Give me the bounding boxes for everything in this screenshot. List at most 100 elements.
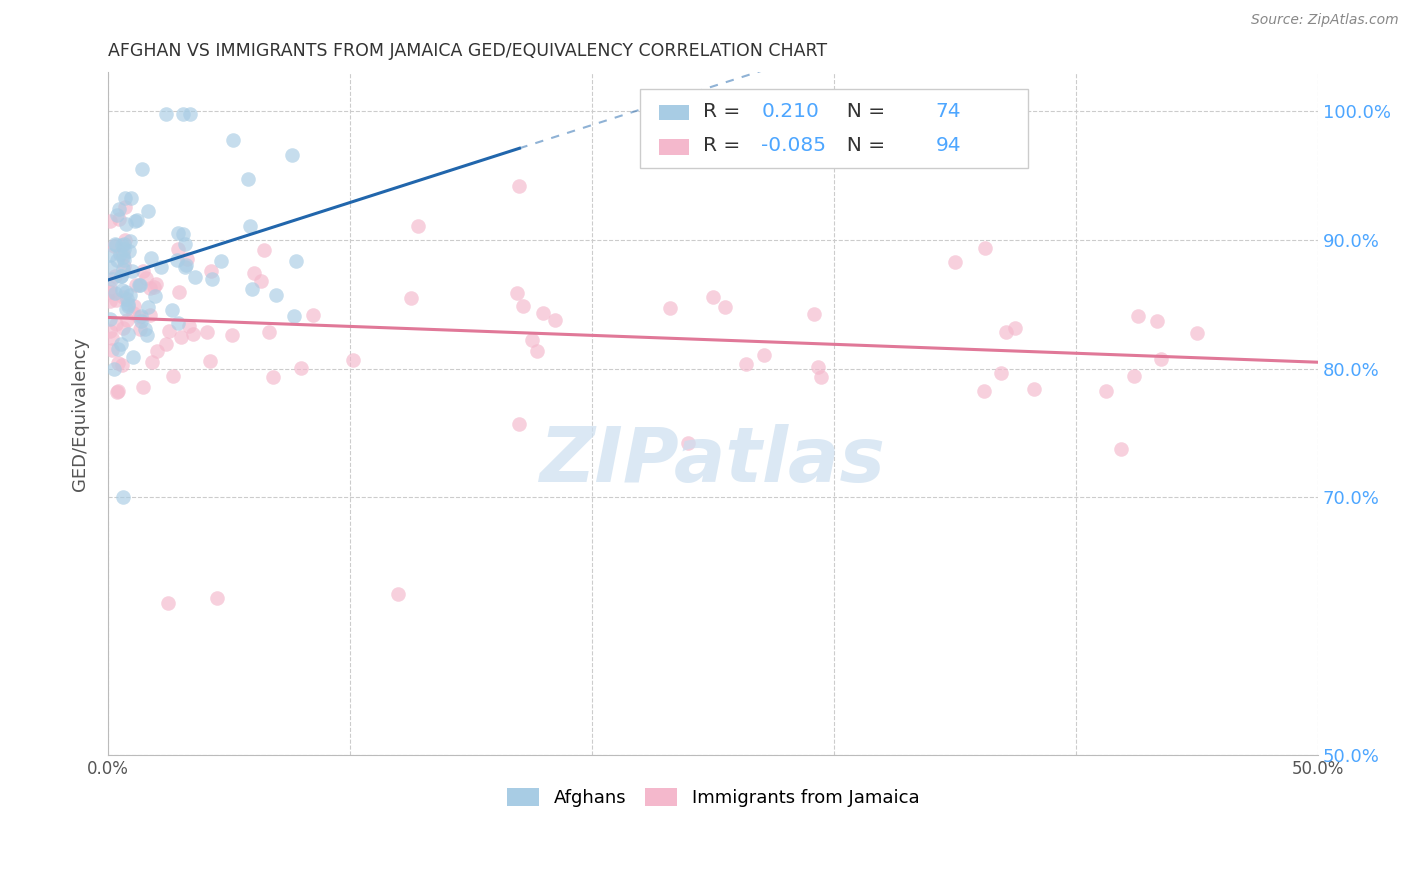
Point bbox=[104, 293, 127, 308]
Point bbox=[103, 362, 125, 376]
Point bbox=[1024, 382, 1046, 396]
Point bbox=[172, 227, 194, 241]
Point bbox=[100, 324, 122, 338]
Point bbox=[120, 287, 142, 301]
Point bbox=[143, 289, 166, 303]
Point bbox=[198, 354, 221, 368]
Point bbox=[209, 254, 232, 268]
Point bbox=[943, 255, 966, 269]
Point bbox=[995, 325, 1018, 339]
Point bbox=[112, 242, 135, 256]
Point bbox=[1095, 384, 1118, 399]
Point bbox=[264, 288, 287, 302]
Point bbox=[406, 219, 429, 234]
Point bbox=[129, 322, 152, 336]
Point bbox=[141, 354, 163, 368]
Point bbox=[714, 300, 737, 314]
Point bbox=[100, 294, 122, 309]
Point bbox=[166, 316, 188, 330]
Point bbox=[105, 208, 128, 222]
Point bbox=[508, 178, 530, 193]
Point bbox=[162, 369, 184, 384]
Point bbox=[179, 319, 201, 334]
Text: R =: R = bbox=[703, 136, 747, 155]
Point bbox=[136, 204, 159, 219]
Point bbox=[166, 226, 188, 240]
Point bbox=[250, 274, 273, 288]
Point bbox=[512, 300, 534, 314]
Point bbox=[1109, 442, 1132, 456]
Point bbox=[990, 366, 1012, 380]
Text: Source: ZipAtlas.com: Source: ZipAtlas.com bbox=[1251, 13, 1399, 28]
Text: -0.085: -0.085 bbox=[762, 136, 827, 155]
Point bbox=[195, 325, 218, 339]
Point bbox=[127, 213, 149, 227]
Point bbox=[125, 278, 148, 293]
Point bbox=[139, 308, 162, 322]
Point bbox=[100, 311, 122, 326]
Point bbox=[169, 285, 191, 300]
Point bbox=[236, 172, 259, 186]
Point bbox=[702, 290, 724, 304]
Point bbox=[257, 325, 280, 339]
Point bbox=[111, 247, 134, 261]
Point bbox=[1146, 314, 1168, 328]
Point bbox=[104, 237, 127, 252]
Point bbox=[505, 286, 527, 301]
Text: N =: N = bbox=[834, 136, 891, 155]
Point bbox=[179, 106, 201, 120]
Point bbox=[112, 290, 135, 304]
Point bbox=[184, 269, 207, 284]
Point bbox=[205, 591, 228, 605]
Point bbox=[115, 292, 138, 306]
Point bbox=[734, 357, 756, 371]
Point bbox=[129, 277, 152, 292]
Point bbox=[139, 251, 162, 265]
Point bbox=[342, 352, 364, 367]
Point bbox=[100, 285, 122, 300]
Point bbox=[112, 252, 135, 267]
Point bbox=[115, 218, 138, 232]
Point bbox=[108, 202, 131, 216]
Point bbox=[253, 243, 276, 257]
Point bbox=[387, 587, 409, 601]
Point bbox=[973, 384, 995, 398]
Point bbox=[284, 254, 307, 268]
Point bbox=[121, 264, 143, 278]
Point bbox=[134, 322, 156, 336]
Point bbox=[170, 330, 193, 344]
Point bbox=[974, 242, 997, 256]
Point bbox=[121, 306, 143, 320]
Point bbox=[110, 268, 132, 283]
Text: 0.210: 0.210 bbox=[762, 102, 820, 121]
Point bbox=[146, 344, 169, 359]
Legend: Afghans, Immigrants from Jamaica: Afghans, Immigrants from Jamaica bbox=[499, 780, 927, 814]
Point bbox=[520, 333, 543, 347]
Point bbox=[117, 300, 139, 314]
Point bbox=[124, 213, 146, 227]
Point bbox=[100, 281, 122, 295]
Point bbox=[508, 417, 530, 432]
Point bbox=[157, 324, 180, 338]
Point bbox=[107, 384, 129, 398]
Point bbox=[531, 306, 554, 320]
Text: R =: R = bbox=[703, 102, 747, 121]
Point bbox=[1123, 369, 1146, 384]
Point bbox=[752, 348, 775, 362]
Point bbox=[104, 268, 127, 283]
Point bbox=[105, 253, 128, 268]
Text: 94: 94 bbox=[936, 136, 962, 155]
Point bbox=[149, 260, 172, 274]
FancyBboxPatch shape bbox=[658, 139, 689, 154]
Point bbox=[544, 313, 567, 327]
Point bbox=[129, 309, 152, 323]
Point bbox=[100, 260, 122, 275]
Point bbox=[107, 342, 129, 356]
Point bbox=[174, 237, 197, 252]
Point bbox=[239, 219, 262, 234]
Point bbox=[1128, 309, 1150, 323]
Point bbox=[807, 360, 830, 375]
Point bbox=[117, 297, 139, 311]
Point bbox=[105, 385, 128, 400]
FancyBboxPatch shape bbox=[658, 104, 689, 120]
